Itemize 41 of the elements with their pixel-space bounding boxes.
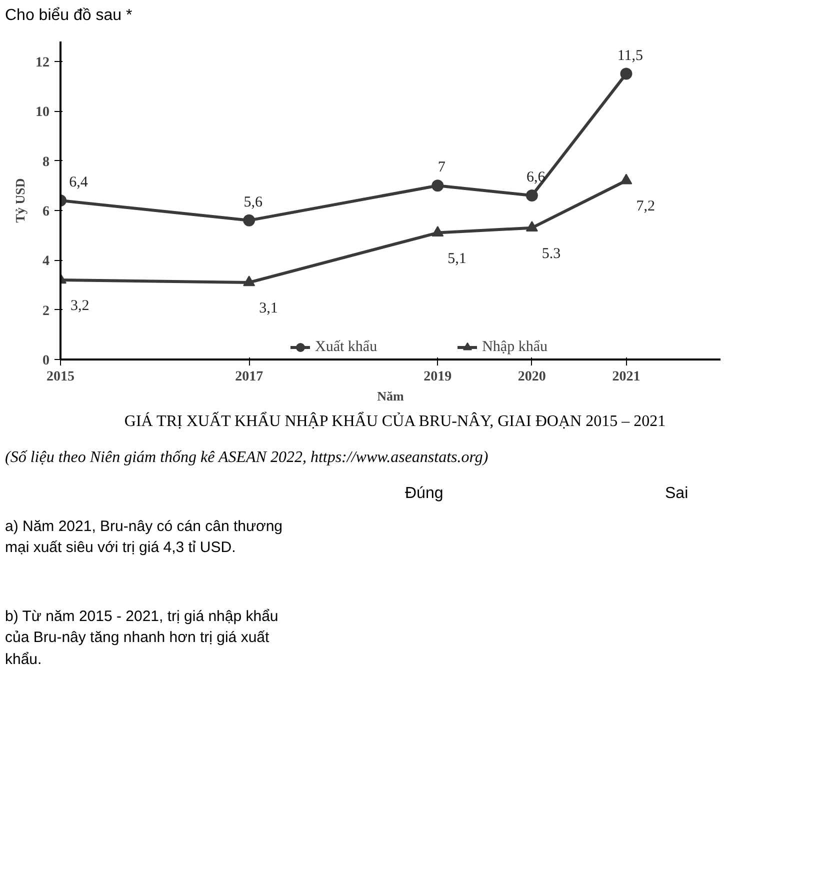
y-tick-label: 0 — [42, 354, 50, 368]
data-label: 11,5 — [617, 48, 644, 64]
y-tick-label: 8 — [42, 154, 50, 170]
data-label: 3,2 — [70, 298, 90, 314]
y-axis-title: Tỷ USD — [12, 178, 28, 223]
point — [243, 276, 256, 286]
point — [620, 68, 632, 80]
point — [432, 180, 444, 192]
y-tick-label: 4 — [42, 254, 50, 270]
x-tick-label: 2015 — [46, 370, 74, 384]
text: Đúng — [405, 484, 444, 504]
data-label: 7 — [438, 160, 446, 176]
text: (Số liệu theo Niên giám thống kê ASEAN 2022, https://www.aseanstats.org) — [5, 448, 488, 468]
point — [243, 214, 256, 226]
point — [526, 220, 538, 232]
legend-label: Nhập khẩu — [482, 338, 548, 356]
x-axis-title: Năm — [377, 388, 404, 404]
y-tick-label: 6 — [42, 204, 50, 220]
x-tick-label: 2017 — [235, 370, 264, 384]
y-tick-label: 10 — [36, 105, 50, 120]
data-label: 5,6 — [244, 194, 263, 210]
legend-label: Xuất khẩu — [315, 338, 378, 356]
point — [432, 226, 444, 236]
point — [620, 174, 632, 184]
text: GIÁ TRỊ XUẤT KHẨU NHẬP KHẨU CỦA BRU-NÂY, GIAI ĐOẠN 2015 – 2021 — [124, 411, 666, 432]
data-label: 6,6 — [526, 170, 546, 186]
data-label: 5,1 — [448, 250, 466, 267]
text: Sai — [665, 484, 688, 504]
text: a) Năm 2021, Bru-nây có cán cân thương mại xuất siêu với trị giá 4,3 tỉ USD. — [5, 516, 284, 558]
data-label: 3,1 — [259, 300, 278, 316]
text: b) Từ năm 2015 - 2021, trị giá nhập khẩu của Bru-nây tăng nhanh hơn trị giá xuất khẩu. — [5, 606, 280, 670]
point — [526, 190, 538, 202]
y-tick-label: 2 — [42, 304, 50, 319]
text: Cho biểu đồ sau * — [5, 6, 132, 26]
x-tick-label: 2020 — [518, 370, 546, 384]
data-label: 6,4 — [69, 174, 88, 190]
x-tick-label: 2021 — [612, 370, 640, 384]
y-tick-label: 12 — [36, 55, 50, 70]
x-tick-label: 2019 — [424, 370, 452, 384]
data-label: 5.3 — [542, 246, 561, 262]
data-label: 7,2 — [636, 198, 655, 215]
